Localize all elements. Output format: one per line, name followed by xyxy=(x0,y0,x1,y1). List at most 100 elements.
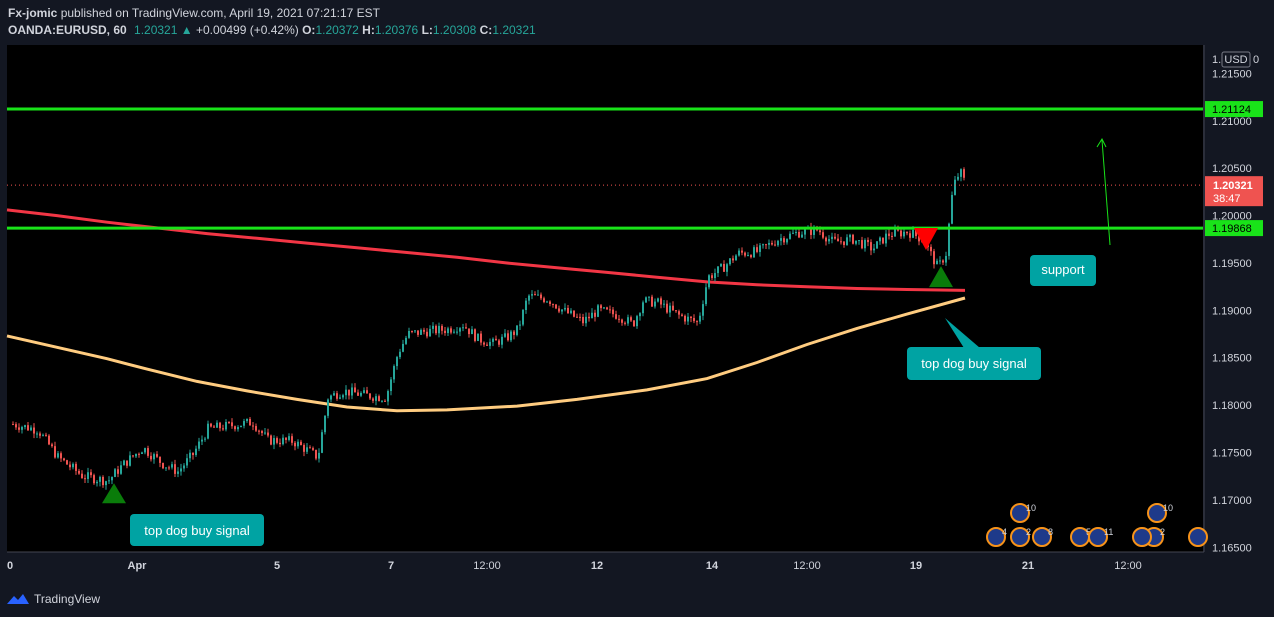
candle xyxy=(225,419,227,432)
candle-body xyxy=(498,340,500,345)
publisher-name[interactable]: Fx-jomic xyxy=(8,6,58,20)
economic-event-marker[interactable]: 10 xyxy=(1010,503,1036,523)
candle xyxy=(147,445,149,458)
x-tick-label-9[interactable]: 21 xyxy=(1022,560,1034,572)
economic-event-marker[interactable] xyxy=(1132,527,1152,547)
y-tick-label-0[interactable]: 1.21500 xyxy=(1212,68,1252,80)
candle xyxy=(471,326,473,335)
x-axis-ticks[interactable]: 0 Apr 5 7 12:00 12 14 12:00 19 21 12:00 xyxy=(7,560,1142,572)
y-tick-label-3[interactable]: 1.20000 xyxy=(1212,211,1252,223)
candle xyxy=(888,229,890,240)
candle-body xyxy=(375,396,377,401)
candle xyxy=(669,302,671,318)
plot-area[interactable] xyxy=(7,45,1203,552)
x-tick-label-0[interactable]: 0 xyxy=(7,560,13,572)
x-tick-label-4[interactable]: 12:00 xyxy=(473,560,501,572)
candle-body xyxy=(657,298,659,302)
callout-box[interactable] xyxy=(130,514,264,546)
candle-body xyxy=(243,421,245,426)
buy-signal-triangle-icon[interactable] xyxy=(102,483,126,504)
tradingview-logo-icon[interactable] xyxy=(6,591,30,607)
flag-icon xyxy=(1132,527,1152,547)
x-tick-label-5[interactable]: 12 xyxy=(591,560,603,572)
candle xyxy=(693,314,695,324)
x-tick-label-8[interactable]: 19 xyxy=(910,560,922,572)
sell-signal-triangle-icon[interactable] xyxy=(914,228,938,250)
candle xyxy=(609,305,611,314)
candle-body xyxy=(849,234,851,238)
callout-box[interactable] xyxy=(907,347,1041,380)
candle xyxy=(78,468,80,475)
candle-body xyxy=(780,238,782,241)
y-tick-label-4[interactable]: 1.19500 xyxy=(1212,258,1252,270)
candle xyxy=(519,320,521,331)
callout-box[interactable] xyxy=(1030,255,1096,286)
buy-signal-triangle-icon[interactable] xyxy=(929,266,953,288)
candle-body xyxy=(735,255,737,261)
currency-label[interactable]: USD xyxy=(1221,51,1251,68)
target-arrow-line[interactable] xyxy=(1101,139,1111,246)
tradingview-brand[interactable]: TradingView xyxy=(34,592,101,606)
candle-body xyxy=(675,310,677,312)
economic-event-marker[interactable]: 11 xyxy=(1088,527,1113,547)
y-axis-ticks[interactable]: 1.21500 1.21000 1.20500 1.20000 1.19500 1.190… xyxy=(1212,68,1252,554)
candle-body xyxy=(21,427,23,430)
candle-body xyxy=(747,255,749,257)
candle-body xyxy=(42,434,44,436)
x-tick-label-7[interactable]: 12:00 xyxy=(793,560,821,572)
economic-event-marker[interactable] xyxy=(1188,527,1208,547)
x-tick-label-2[interactable]: 5 xyxy=(274,560,280,572)
y-tick-label-6[interactable]: 1.18500 xyxy=(1212,353,1252,365)
candle xyxy=(762,243,764,249)
candle-body xyxy=(540,294,542,299)
candle xyxy=(240,425,242,428)
candle-body xyxy=(399,351,401,358)
candle-body xyxy=(81,473,83,479)
y-tick-label-10[interactable]: 1.16500 xyxy=(1212,542,1252,554)
y-tick-label-7[interactable]: 1.18000 xyxy=(1212,400,1252,412)
candle-body xyxy=(66,460,68,465)
candle xyxy=(570,308,572,315)
candle xyxy=(636,314,638,329)
candle xyxy=(309,445,311,449)
event-markers[interactable]: 4 2 8 10 5 11 10 2 xyxy=(986,503,1208,547)
candle-body xyxy=(798,231,800,238)
candle xyxy=(246,418,248,423)
candle-body xyxy=(159,456,161,463)
y-tick-label-5[interactable]: 1.19000 xyxy=(1212,305,1252,317)
candle-body xyxy=(135,453,137,457)
candle-body xyxy=(381,400,383,402)
horizontal-levels[interactable] xyxy=(7,107,1203,230)
economic-event-marker[interactable]: 4 xyxy=(986,527,1007,547)
candle xyxy=(42,433,44,437)
candle xyxy=(159,456,161,468)
price-chart[interactable]: 1.21500 1.21000 1.20500 1.20000 1.19500 1.190… xyxy=(0,0,1274,584)
candle xyxy=(375,393,377,406)
y-tick-label-2[interactable]: 1.20500 xyxy=(1212,163,1252,175)
y-tick-label-9[interactable]: 1.17000 xyxy=(1212,495,1252,507)
candle-body xyxy=(384,400,386,402)
symbol-name[interactable]: OANDA:EURUSD, 60 xyxy=(8,23,127,37)
event-count: 5 xyxy=(1086,527,1091,537)
y-tick-label-8[interactable]: 1.17500 xyxy=(1212,447,1252,459)
candle-body xyxy=(207,423,209,439)
candle xyxy=(606,306,608,310)
flag-icon xyxy=(1032,527,1052,547)
x-tick-label-1[interactable]: Apr xyxy=(128,560,148,572)
candle xyxy=(360,391,362,398)
candle xyxy=(162,462,164,470)
candle-body xyxy=(870,242,872,251)
x-tick-label-3[interactable]: 7 xyxy=(388,560,394,572)
y-tick-label-1[interactable]: 1.21000 xyxy=(1212,116,1252,128)
annotations[interactable]: top dog buy signal top dog buy signal supp… xyxy=(102,137,1111,546)
x-tick-label-6[interactable]: 14 xyxy=(706,560,719,572)
x-tick-label-10[interactable]: 12:00 xyxy=(1114,560,1142,572)
economic-event-marker[interactable]: 8 xyxy=(1032,527,1053,547)
current-price-text: 1.20321 xyxy=(1213,180,1253,192)
candle xyxy=(657,297,659,303)
candle xyxy=(621,318,623,326)
candle-body xyxy=(168,467,170,469)
candle-body xyxy=(102,476,104,486)
economic-event-marker[interactable]: 10 xyxy=(1147,503,1173,523)
economic-event-marker[interactable]: 2 xyxy=(1010,527,1031,547)
